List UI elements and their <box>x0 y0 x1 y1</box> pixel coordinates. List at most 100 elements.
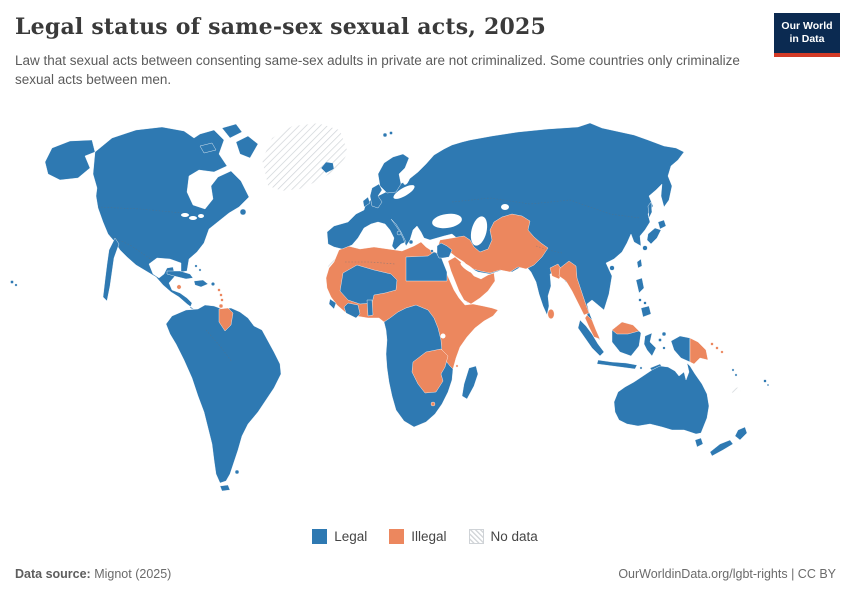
region-south-america[interactable] <box>165 304 282 484</box>
region-arctic-island-2[interactable] <box>221 123 243 139</box>
map-legend: Legal Illegal No data <box>0 529 850 544</box>
region-west-new-guinea[interactable] <box>670 335 691 363</box>
region-mindanao[interactable] <box>640 305 652 318</box>
data-source-label: Data source: <box>15 567 91 581</box>
region-zambia-zimbabwe-malawi[interactable] <box>411 348 449 394</box>
region-iceland[interactable] <box>320 161 335 174</box>
region-guinea-bissau[interactable] <box>328 298 337 310</box>
region-sakhalin[interactable] <box>647 201 653 219</box>
region-kyushu[interactable] <box>642 245 648 251</box>
region-eswatini[interactable] <box>430 401 436 407</box>
region-fiji[interactable] <box>763 379 767 383</box>
region-nz-south-island[interactable] <box>709 439 734 457</box>
caspian-sea <box>470 216 488 246</box>
region-trinidad[interactable] <box>218 303 224 309</box>
region-tierra-del-fuego[interactable] <box>219 484 231 492</box>
region-egypt[interactable] <box>405 251 448 282</box>
region-middle-east-central-asia[interactable] <box>436 213 549 274</box>
region-sardinia[interactable] <box>396 230 402 236</box>
region-hokkaido[interactable] <box>657 219 667 230</box>
region-myanmar[interactable] <box>558 260 590 316</box>
region-new-caledonia[interactable] <box>729 386 742 394</box>
region-luzon-philippines[interactable] <box>635 277 645 294</box>
region-bali[interactable] <box>639 366 643 370</box>
region-lesser-antilles[interactable] <box>217 288 221 292</box>
region-taiwan[interactable] <box>636 258 643 269</box>
region-svalbard[interactable] <box>389 131 393 135</box>
region-sumatra[interactable] <box>577 319 605 357</box>
region-crete[interactable] <box>430 249 434 253</box>
region-mali-niger-burkina[interactable] <box>339 264 398 305</box>
us-canada-border <box>97 206 183 214</box>
aral-sea <box>501 204 509 210</box>
region-comoros[interactable] <box>455 364 459 368</box>
region-moluccas[interactable] <box>662 346 666 350</box>
region-fiji[interactable] <box>766 383 770 387</box>
data-source-value: Mignot (2025) <box>94 567 172 581</box>
chart-footer: Data source: Mignot (2025) OurWorldinDat… <box>15 567 836 581</box>
region-arctic-island-1[interactable] <box>199 142 217 154</box>
region-canada-us-mexico[interactable] <box>92 126 250 311</box>
region-hawaii[interactable] <box>14 283 18 287</box>
region-vanuatu[interactable] <box>734 373 738 377</box>
legend-label-no-data: No data <box>490 529 538 544</box>
region-visayas[interactable] <box>638 298 642 302</box>
region-solomon-islands[interactable] <box>715 346 719 350</box>
legend-item-illegal[interactable]: Illegal <box>389 529 447 544</box>
region-solomon-islands[interactable] <box>720 350 724 354</box>
region-bahamas[interactable] <box>194 264 198 268</box>
region-sri-lanka[interactable] <box>547 309 555 320</box>
region-svalbard[interactable] <box>382 132 388 138</box>
region-benin[interactable] <box>366 299 374 317</box>
region-guyana[interactable] <box>218 307 234 332</box>
region-hainan[interactable] <box>609 265 615 271</box>
region-united-kingdom[interactable] <box>369 183 383 209</box>
region-jamaica[interactable] <box>176 284 182 290</box>
region-lesser-antilles[interactable] <box>219 293 223 297</box>
region-israel-jordan[interactable] <box>436 242 453 259</box>
region-scandinavia[interactable] <box>377 153 410 194</box>
region-ireland[interactable] <box>362 196 371 208</box>
owid-logo[interactable]: Our World in Data <box>774 13 840 57</box>
region-vanuatu[interactable] <box>731 368 735 372</box>
region-papua-new-guinea[interactable] <box>689 337 709 365</box>
region-halmahera[interactable] <box>661 331 667 337</box>
region-malaysian-borneo[interactable] <box>611 321 640 335</box>
great-lakes <box>198 214 204 218</box>
region-sicily[interactable] <box>408 239 414 245</box>
region-hispaniola[interactable] <box>193 279 209 288</box>
owid-url-license[interactable]: OurWorldinData.org/lgbt-rights | CC BY <box>618 567 836 581</box>
region-sulawesi[interactable] <box>643 332 657 357</box>
region-madagascar[interactable] <box>461 365 479 400</box>
region-greenland[interactable] <box>261 122 349 192</box>
legend-label-legal: Legal <box>334 529 368 544</box>
region-visayas[interactable] <box>643 301 647 305</box>
region-australia[interactable] <box>613 362 710 435</box>
region-falklands[interactable] <box>234 469 240 475</box>
legend-swatch-no-data <box>468 529 484 544</box>
region-java[interactable] <box>596 359 638 370</box>
region-alaska[interactable] <box>44 139 96 181</box>
region-nz-north-island[interactable] <box>734 426 748 441</box>
persian-gulf <box>460 262 476 274</box>
region-cote-divoire[interactable] <box>343 302 361 319</box>
region-hawaii[interactable] <box>10 280 14 284</box>
region-solomon-islands[interactable] <box>710 342 714 346</box>
region-lesser-antilles[interactable] <box>220 298 224 302</box>
region-honshu-japan[interactable] <box>646 227 662 245</box>
region-bahamas[interactable] <box>198 268 202 272</box>
region-newfoundland[interactable] <box>239 208 247 216</box>
region-malaysia-peninsula[interactable] <box>584 314 601 340</box>
legend-swatch-illegal <box>389 529 405 544</box>
region-baja-california[interactable] <box>102 237 120 302</box>
region-moluccas[interactable] <box>658 338 662 342</box>
legend-item-legal[interactable]: Legal <box>312 529 367 544</box>
legend-label-illegal: Illegal <box>411 529 447 544</box>
legend-item-no-data[interactable]: No data <box>468 529 538 544</box>
region-tasmania[interactable] <box>694 437 704 448</box>
region-puerto-rico[interactable] <box>210 282 215 287</box>
region-baffin-island[interactable] <box>235 135 259 159</box>
region-cuba[interactable] <box>166 270 194 280</box>
